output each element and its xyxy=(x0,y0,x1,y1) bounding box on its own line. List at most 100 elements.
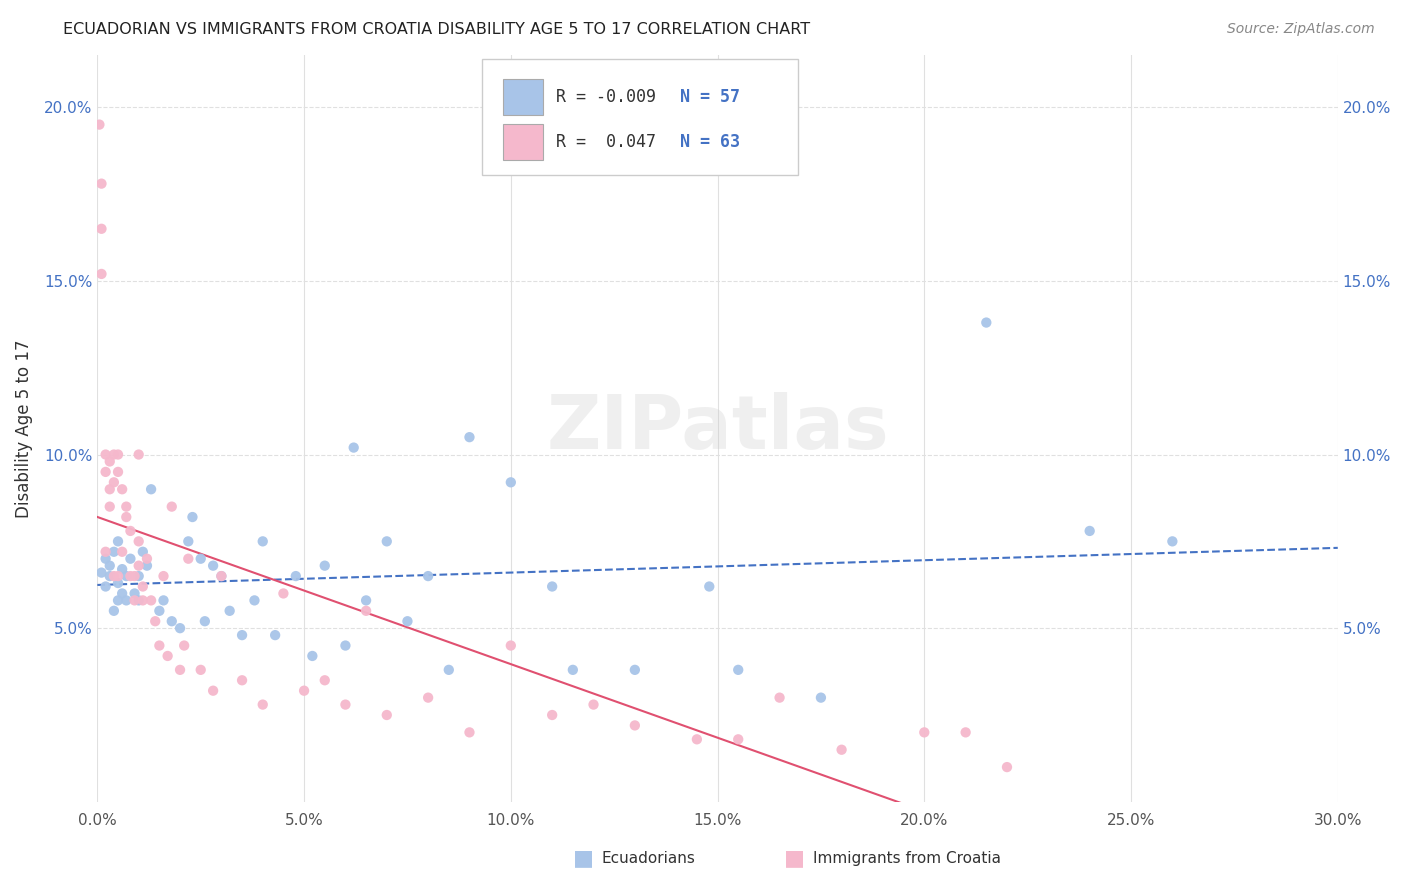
Text: R = -0.009: R = -0.009 xyxy=(557,88,657,106)
Text: Ecuadorians: Ecuadorians xyxy=(602,851,696,865)
Point xyxy=(209,569,232,583)
Point xyxy=(912,725,935,739)
Point xyxy=(128,558,150,573)
Point xyxy=(264,628,287,642)
Point xyxy=(697,580,720,594)
Text: R =  0.047: R = 0.047 xyxy=(557,133,657,151)
Point xyxy=(98,482,121,496)
Point xyxy=(252,534,274,549)
Point xyxy=(416,569,439,583)
Point xyxy=(768,690,790,705)
Y-axis label: Disability Age 5 to 17: Disability Age 5 to 17 xyxy=(15,339,32,517)
Point xyxy=(160,614,183,628)
Point xyxy=(124,569,146,583)
Point xyxy=(103,545,125,559)
Point xyxy=(120,569,142,583)
Text: N = 63: N = 63 xyxy=(681,133,741,151)
Point xyxy=(143,614,166,628)
Point xyxy=(169,663,191,677)
Point xyxy=(98,500,121,514)
Point xyxy=(252,698,274,712)
Point xyxy=(107,465,129,479)
Point xyxy=(375,534,398,549)
Point xyxy=(273,586,295,600)
Point xyxy=(148,604,170,618)
Point xyxy=(124,593,146,607)
Point xyxy=(541,708,564,723)
Point xyxy=(98,558,121,573)
Point xyxy=(437,663,460,677)
Point xyxy=(115,500,138,514)
Text: ■: ■ xyxy=(785,848,804,868)
Point xyxy=(810,690,832,705)
Point xyxy=(458,725,481,739)
Point xyxy=(107,576,129,591)
Point xyxy=(103,569,125,583)
Point xyxy=(976,316,998,330)
Point xyxy=(160,500,183,514)
Point xyxy=(132,545,155,559)
Point xyxy=(94,465,117,479)
Point xyxy=(190,551,212,566)
Point xyxy=(231,628,253,642)
Point xyxy=(243,593,266,607)
Point xyxy=(139,593,162,607)
Point xyxy=(107,569,129,583)
Point xyxy=(124,586,146,600)
Point xyxy=(115,569,138,583)
Point xyxy=(103,448,125,462)
Point xyxy=(111,482,134,496)
Point xyxy=(89,118,111,132)
Point xyxy=(995,760,1018,774)
Point xyxy=(190,663,212,677)
Point xyxy=(343,441,366,455)
Point xyxy=(727,663,749,677)
Point xyxy=(103,475,125,490)
Point xyxy=(107,593,129,607)
Point xyxy=(120,524,142,538)
Point xyxy=(354,604,377,618)
Point xyxy=(120,551,142,566)
Text: Source: ZipAtlas.com: Source: ZipAtlas.com xyxy=(1227,22,1375,37)
Point xyxy=(94,551,117,566)
Point xyxy=(335,639,357,653)
Point xyxy=(111,586,134,600)
Point xyxy=(132,580,155,594)
Point xyxy=(148,639,170,653)
Point xyxy=(128,448,150,462)
Point xyxy=(90,267,112,281)
Point xyxy=(624,663,647,677)
Point xyxy=(1161,534,1184,549)
Point xyxy=(686,732,709,747)
Point xyxy=(354,593,377,607)
Point xyxy=(624,718,647,732)
Point xyxy=(1078,524,1101,538)
Point xyxy=(94,448,117,462)
Point xyxy=(314,558,336,573)
Text: ZIPatlas: ZIPatlas xyxy=(547,392,889,465)
Point xyxy=(582,698,605,712)
Point xyxy=(136,551,159,566)
Point xyxy=(132,593,155,607)
Point xyxy=(292,683,315,698)
Bar xyxy=(503,124,543,160)
Point xyxy=(98,454,121,468)
Point xyxy=(90,177,112,191)
Point xyxy=(152,593,174,607)
Point xyxy=(499,475,522,490)
Point xyxy=(202,683,225,698)
Point xyxy=(458,430,481,444)
Point xyxy=(301,648,323,663)
Point xyxy=(169,621,191,635)
Point xyxy=(94,580,117,594)
Point xyxy=(181,510,204,524)
Point xyxy=(499,639,522,653)
Point xyxy=(103,604,125,618)
Point xyxy=(284,569,307,583)
Point xyxy=(202,558,225,573)
Point xyxy=(231,673,253,688)
Point xyxy=(177,534,200,549)
Point xyxy=(128,534,150,549)
Point xyxy=(136,558,159,573)
Point xyxy=(727,732,749,747)
